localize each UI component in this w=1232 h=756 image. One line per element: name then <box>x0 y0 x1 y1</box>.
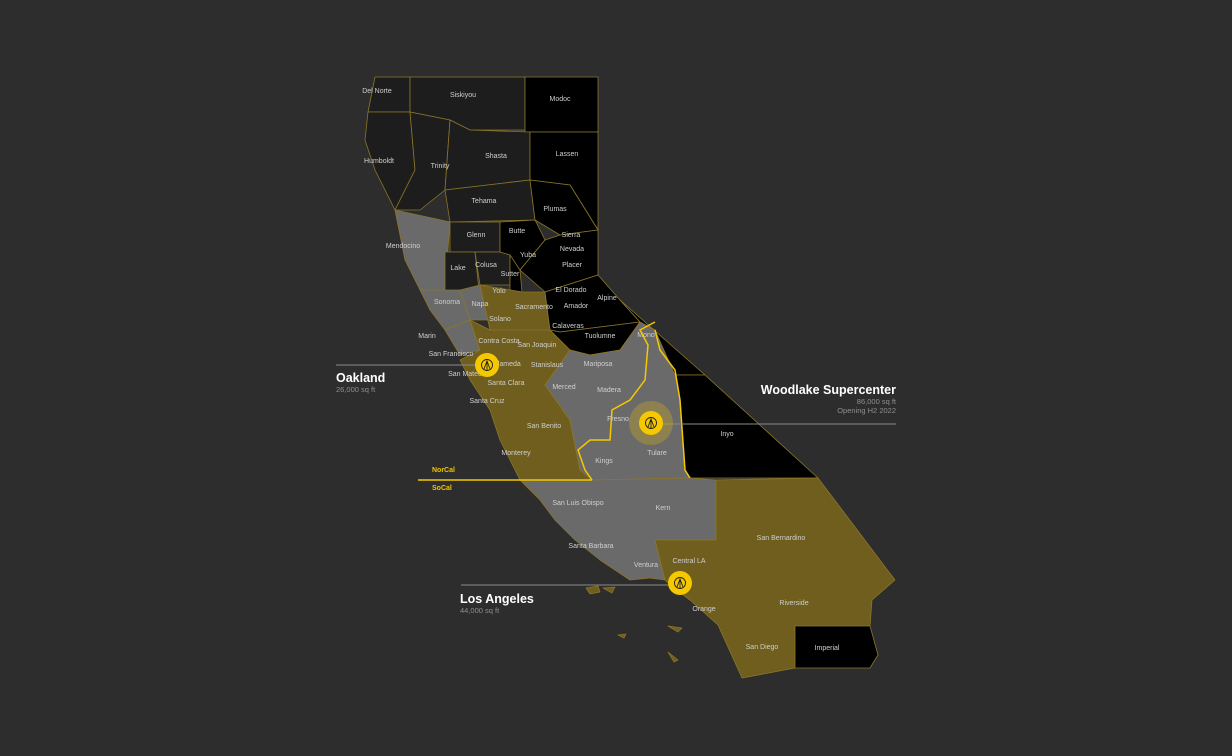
county-label: Alameda <box>493 361 521 368</box>
county-label: Tuolumne <box>585 333 616 340</box>
county-label: Stanislaus <box>531 362 564 369</box>
county-label: Contra Costa <box>478 338 519 345</box>
county-label: Placer <box>562 262 583 269</box>
county-label: Trinity <box>431 163 450 170</box>
region-border <box>577 321 656 481</box>
location-size: 86,000 sq ft <box>856 397 896 406</box>
county-socal-east <box>654 477 896 679</box>
county-label: Sacramento <box>515 304 553 311</box>
county-label: San Francisco <box>429 351 474 358</box>
county-label: Humboldt <box>364 158 394 165</box>
county-label: Mendocino <box>386 243 420 250</box>
county-island-3 <box>617 633 627 639</box>
county-island-2 <box>602 586 616 594</box>
woodlake-marker[interactable] <box>639 411 663 435</box>
county-label: Plumas <box>543 206 567 213</box>
county-label: Santa Cruz <box>469 398 505 405</box>
county-label: Modoc <box>549 96 571 103</box>
county-label: Amador <box>564 303 589 310</box>
county-label: Shasta <box>485 153 507 160</box>
county-label: San Benito <box>527 423 561 430</box>
county-label: Yuba <box>520 252 536 259</box>
location-note: Opening H2 2022 <box>837 406 896 415</box>
region-border-east <box>654 329 691 479</box>
oakland-callout: Oakland 26,000 sq ft <box>336 371 385 394</box>
county-label: Santa Barbara <box>568 543 613 550</box>
woodlake-callout: Woodlake Supercenter 86,000 sq ft Openin… <box>761 383 896 415</box>
county-label: Glenn <box>467 232 486 239</box>
county-label: Orange <box>692 606 715 613</box>
county-label: Marin <box>418 333 436 340</box>
county-label: Kern <box>656 505 671 512</box>
county-label: Solano <box>489 316 511 323</box>
county-island-5 <box>667 651 679 663</box>
county-label: Del Norte <box>362 88 392 95</box>
location-name: Woodlake Supercenter <box>760 383 896 397</box>
county-mono <box>619 299 706 376</box>
county-label: Santa Clara <box>488 380 525 387</box>
county-label: Nevada <box>560 246 584 253</box>
county-label: Kings <box>595 458 613 465</box>
county-label: San Mateo <box>448 371 482 378</box>
county-label: Riverside <box>779 600 808 607</box>
county-label: Monterey <box>501 450 531 457</box>
county-label: Siskiyou <box>450 92 476 99</box>
county-label: El Dorado <box>555 287 586 294</box>
county-mendocino <box>394 209 451 291</box>
oakland-marker[interactable] <box>475 353 499 377</box>
county-label: Inyo <box>720 431 733 438</box>
county-label: Imperial <box>815 645 840 652</box>
county-label: San Diego <box>746 644 779 651</box>
location-size: 44,000 sq ft <box>460 606 500 615</box>
county-label: Fresno <box>607 416 629 423</box>
county-label: Central LA <box>672 558 705 565</box>
location-size: 26,000 sq ft <box>336 385 376 394</box>
county-label: San Luis Obispo <box>552 500 603 507</box>
county-label: Colusa <box>475 262 497 269</box>
county-label: Sonoma <box>434 299 460 306</box>
county-island-1 <box>585 585 601 595</box>
county-label: Tulare <box>647 450 667 457</box>
county-label: San Joaquin <box>518 342 557 349</box>
location-name: Los Angeles <box>460 592 534 606</box>
county-label: Lassen <box>556 151 579 158</box>
county-label: San Bernardino <box>757 535 806 542</box>
county-label: Merced <box>552 384 575 391</box>
county-label: Lake <box>450 265 465 272</box>
county-label: Alpine <box>597 295 617 302</box>
county-label: Yolo <box>492 288 505 295</box>
county-label: Ventura <box>634 562 658 569</box>
los-angeles-callout: Los Angeles 44,000 sq ft <box>460 592 534 615</box>
county-label: Sutter <box>501 271 520 278</box>
county-label: Butte <box>509 228 525 235</box>
county-imperial <box>794 625 879 669</box>
los-angeles-marker[interactable] <box>668 571 692 595</box>
norcal-label: NorCal <box>432 467 455 474</box>
county-island-4 <box>667 625 683 633</box>
county-socal-west <box>519 477 717 581</box>
county-label: Tehama <box>472 198 497 205</box>
county-label: Calaveras <box>552 323 584 330</box>
location-name: Oakland <box>336 371 386 385</box>
county-label: Mariposa <box>584 361 613 368</box>
county-modoc <box>524 76 599 133</box>
socal-label: SoCal <box>432 485 452 492</box>
county-label: Mono <box>637 332 655 339</box>
county-label: Napa <box>472 301 489 308</box>
county-label: Sierra <box>562 232 581 239</box>
county-label: Madera <box>597 387 621 394</box>
